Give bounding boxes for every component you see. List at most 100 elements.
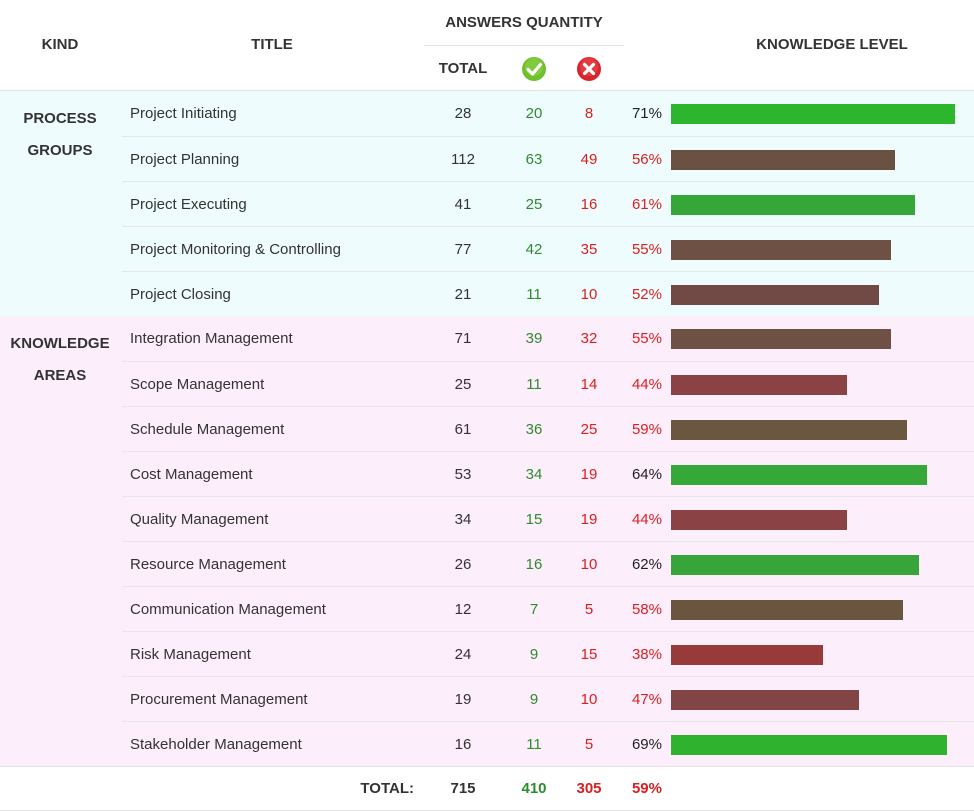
knowledge-level-bar bbox=[671, 690, 859, 710]
row-wrong: 10 bbox=[580, 691, 598, 708]
row-wrong: 5 bbox=[584, 601, 594, 618]
knowledge-bar-track bbox=[671, 645, 961, 665]
kind-label-line: AREAS bbox=[33, 367, 87, 384]
row-total: 71 bbox=[454, 330, 472, 347]
knowledge-bar-track bbox=[671, 375, 961, 395]
table-row: Procurement Management 19 9 10 47% bbox=[122, 676, 974, 721]
row-total: 12 bbox=[454, 601, 472, 618]
row-wrong: 16 bbox=[580, 196, 598, 213]
row-wrong: 19 bbox=[580, 511, 598, 528]
table-row: Resource Management 26 16 10 62% bbox=[122, 541, 974, 586]
row-title: Project Executing bbox=[130, 196, 247, 213]
header-title: TITLE bbox=[251, 36, 293, 53]
row-title: Cost Management bbox=[130, 466, 253, 483]
knowledge-bar-track bbox=[671, 465, 961, 485]
row-total: 25 bbox=[454, 376, 472, 393]
row-wrong: 49 bbox=[580, 151, 598, 168]
row-correct: 11 bbox=[526, 736, 542, 753]
table-row: Integration Management 71 39 32 55% bbox=[122, 316, 974, 361]
knowledge-level-bar bbox=[671, 375, 847, 395]
row-title: Risk Management bbox=[130, 646, 251, 663]
row-correct: 25 bbox=[525, 196, 543, 213]
knowledge-level-bar bbox=[671, 285, 879, 305]
row-title: Procurement Management bbox=[130, 691, 308, 708]
row-title: Project Monitoring & Controlling bbox=[130, 241, 341, 258]
knowledge-level-bar bbox=[671, 104, 955, 124]
row-percent: 56% bbox=[631, 151, 662, 168]
knowledge-level-bar bbox=[671, 150, 895, 170]
row-wrong: 15 bbox=[580, 646, 598, 663]
knowledge-bar-track bbox=[671, 555, 961, 575]
kind-label-line: PROCESS bbox=[23, 110, 97, 127]
row-wrong: 8 bbox=[584, 105, 594, 122]
row-percent: 52% bbox=[631, 286, 662, 303]
row-wrong: 19 bbox=[580, 466, 598, 483]
row-title: Integration Management bbox=[130, 330, 293, 347]
row-correct: 20 bbox=[525, 105, 543, 122]
row-percent: 55% bbox=[631, 241, 662, 258]
table-row: Scope Management 25 11 14 44% bbox=[122, 361, 974, 406]
row-total: 77 bbox=[454, 241, 472, 258]
knowledge-level-bar bbox=[671, 555, 919, 575]
knowledge-bar-track bbox=[671, 150, 961, 170]
row-total: 26 bbox=[454, 556, 472, 573]
row-title: Project Planning bbox=[130, 151, 240, 168]
knowledge-level-bar bbox=[671, 735, 947, 755]
row-total: 21 bbox=[454, 286, 472, 303]
row-total: 16 bbox=[454, 736, 472, 753]
header-total: TOTAL bbox=[438, 60, 488, 77]
header-divider bbox=[424, 45, 624, 46]
table-row: Risk Management 24 9 15 38% bbox=[122, 631, 974, 676]
row-correct: 11 bbox=[526, 286, 542, 303]
row-percent: 61% bbox=[631, 196, 662, 213]
footer-label: TOTAL: bbox=[360, 780, 414, 797]
table-footer: TOTAL: 715 410 305 59% bbox=[0, 766, 974, 811]
table-row: Schedule Management 61 36 25 59% bbox=[122, 406, 974, 451]
row-percent: 58% bbox=[631, 601, 662, 618]
knowledge-level-bar bbox=[671, 195, 915, 215]
row-title: Communication Management bbox=[130, 601, 326, 618]
knowledge-bar-track bbox=[671, 104, 961, 124]
row-total: 41 bbox=[454, 196, 472, 213]
knowledge-level-bar bbox=[671, 329, 891, 349]
table-row: Quality Management 34 15 19 44% bbox=[122, 496, 974, 541]
row-correct: 63 bbox=[525, 151, 543, 168]
row-correct: 39 bbox=[525, 330, 543, 347]
knowledge-bar-track bbox=[671, 600, 961, 620]
table-row: Project Planning 112 63 49 56% bbox=[122, 136, 974, 181]
footer-wrong: 305 bbox=[576, 780, 602, 797]
knowledge-level-bar bbox=[671, 645, 823, 665]
row-total: 19 bbox=[454, 691, 472, 708]
footer-correct: 410 bbox=[521, 780, 547, 797]
table-header: KIND TITLE ANSWERS QUANTITY TOTAL KNOWLE… bbox=[0, 0, 974, 91]
knowledge-level-bar bbox=[671, 420, 907, 440]
knowledge-bar-track bbox=[671, 195, 961, 215]
kind-label-line: GROUPS bbox=[27, 142, 93, 159]
knowledge-bar-track bbox=[671, 420, 961, 440]
row-correct: 16 bbox=[525, 556, 543, 573]
row-percent: 47% bbox=[631, 691, 662, 708]
row-percent: 55% bbox=[631, 330, 662, 347]
knowledge-level-bar bbox=[671, 600, 903, 620]
row-wrong: 10 bbox=[580, 556, 598, 573]
table-row: Project Initiating 28 20 8 71% bbox=[122, 91, 974, 136]
row-correct: 9 bbox=[529, 691, 539, 708]
knowledge-bar-track bbox=[671, 510, 961, 530]
table-row: Communication Management 12 7 5 58% bbox=[122, 586, 974, 631]
table-row: Cost Management 53 34 19 64% bbox=[122, 451, 974, 496]
row-total: 61 bbox=[454, 421, 472, 438]
kind-label-knowledge-areas: KNOWLEDGE AREAS bbox=[0, 328, 120, 392]
knowledge-bar-track bbox=[671, 240, 961, 260]
knowledge-bar-track bbox=[671, 285, 961, 305]
row-wrong: 35 bbox=[580, 241, 598, 258]
knowledge-bar-track bbox=[671, 690, 961, 710]
knowledge-bar-track bbox=[671, 735, 961, 755]
row-wrong: 5 bbox=[584, 736, 594, 753]
row-correct: 42 bbox=[525, 241, 543, 258]
table-row: Project Executing 41 25 16 61% bbox=[122, 181, 974, 226]
row-correct: 36 bbox=[525, 421, 543, 438]
footer-total: 715 bbox=[450, 780, 476, 797]
check-circle-icon bbox=[522, 57, 546, 81]
row-wrong: 25 bbox=[580, 421, 598, 438]
row-total: 112 bbox=[451, 151, 475, 168]
